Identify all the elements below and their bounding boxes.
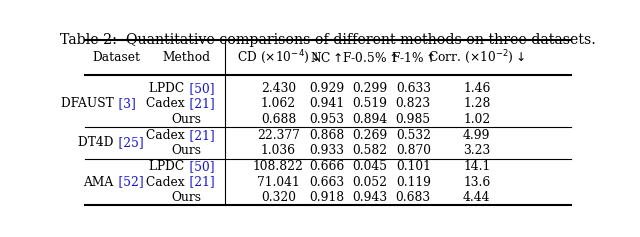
Text: Cadex: Cadex: [145, 97, 187, 110]
Text: CD ($\times$10$^{-4}$)$\downarrow$: CD ($\times$10$^{-4}$)$\downarrow$: [237, 49, 320, 67]
Text: 0.663: 0.663: [309, 176, 344, 188]
Text: Ours: Ours: [172, 144, 202, 157]
Text: 0.519: 0.519: [352, 97, 387, 110]
Text: 13.6: 13.6: [463, 176, 490, 188]
Text: Method: Method: [163, 51, 211, 64]
Text: 0.582: 0.582: [352, 144, 387, 157]
Text: 0.269: 0.269: [352, 129, 387, 142]
Text: 0.532: 0.532: [396, 129, 431, 142]
Text: 0.953: 0.953: [309, 113, 344, 126]
Text: 1.28: 1.28: [463, 97, 490, 110]
Text: 0.101: 0.101: [396, 160, 431, 173]
Text: 1.46: 1.46: [463, 82, 490, 95]
Text: Corr. ($\times$10$^{-2}$)$\downarrow$: Corr. ($\times$10$^{-2}$)$\downarrow$: [428, 49, 525, 67]
Text: Cadex: Cadex: [145, 176, 187, 188]
Text: 22.377: 22.377: [257, 129, 300, 142]
Text: 0.870: 0.870: [396, 144, 431, 157]
Text: AMA: AMA: [83, 176, 116, 188]
Text: Ours: Ours: [172, 113, 202, 126]
Text: 0.941: 0.941: [309, 97, 344, 110]
Text: [21]: [21]: [187, 97, 214, 110]
Text: 1.062: 1.062: [261, 97, 296, 110]
Text: 0.985: 0.985: [396, 113, 431, 126]
Text: NC$\uparrow$: NC$\uparrow$: [310, 51, 342, 65]
Text: 4.44: 4.44: [463, 191, 490, 204]
Text: [25]: [25]: [116, 137, 144, 150]
Text: 0.929: 0.929: [309, 82, 344, 95]
Text: Cadex: Cadex: [145, 129, 187, 142]
Text: 1.036: 1.036: [261, 144, 296, 157]
Text: Dataset: Dataset: [92, 51, 140, 64]
Text: 0.320: 0.320: [261, 191, 296, 204]
Text: LPDC: LPDC: [149, 82, 187, 95]
Text: 0.299: 0.299: [352, 82, 387, 95]
Text: 4.99: 4.99: [463, 129, 490, 142]
Text: 14.1: 14.1: [463, 160, 490, 173]
Text: 0.683: 0.683: [396, 191, 431, 204]
Text: 0.943: 0.943: [352, 191, 387, 204]
Text: DT4D: DT4D: [78, 137, 116, 150]
Text: 0.933: 0.933: [309, 144, 344, 157]
Text: 0.052: 0.052: [352, 176, 387, 188]
Text: 1.02: 1.02: [463, 113, 490, 126]
Text: [21]: [21]: [187, 129, 214, 142]
Text: [3]: [3]: [116, 97, 136, 110]
Text: F-1%$\uparrow$: F-1%$\uparrow$: [391, 51, 435, 65]
Text: [21]: [21]: [187, 176, 214, 188]
Text: 0.045: 0.045: [352, 160, 387, 173]
Text: Table 2:  Quantitative comparisons of different methods on three datasets.: Table 2: Quantitative comparisons of dif…: [60, 33, 596, 47]
Text: 71.041: 71.041: [257, 176, 300, 188]
Text: 3.23: 3.23: [463, 144, 490, 157]
Text: 2.430: 2.430: [261, 82, 296, 95]
Text: LPDC: LPDC: [149, 160, 187, 173]
Text: [50]: [50]: [187, 82, 214, 95]
Text: [50]: [50]: [187, 160, 214, 173]
Text: 108.822: 108.822: [253, 160, 304, 173]
Text: 0.688: 0.688: [260, 113, 296, 126]
Text: 0.666: 0.666: [309, 160, 344, 173]
Text: [52]: [52]: [116, 176, 144, 188]
Text: 0.823: 0.823: [396, 97, 431, 110]
Text: 0.918: 0.918: [309, 191, 344, 204]
Text: 0.633: 0.633: [396, 82, 431, 95]
Text: 0.868: 0.868: [309, 129, 344, 142]
Text: F-0.5%$\uparrow$: F-0.5%$\uparrow$: [342, 51, 397, 65]
Text: DFAUST: DFAUST: [61, 97, 116, 110]
Text: 0.119: 0.119: [396, 176, 431, 188]
Text: Ours: Ours: [172, 191, 202, 204]
Text: 0.894: 0.894: [352, 113, 387, 126]
